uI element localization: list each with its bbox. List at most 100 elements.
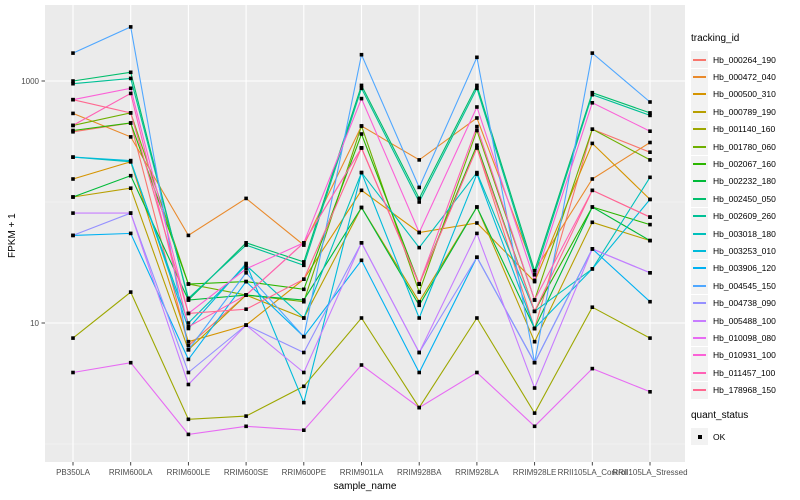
legend-label: Hb_001780_060 [713, 141, 776, 152]
data-point [359, 96, 364, 101]
legend-key-swatch [691, 85, 708, 103]
data-point [186, 311, 191, 316]
data-points [71, 25, 652, 437]
data-point [128, 158, 133, 163]
x-tick-label: RRIM928LE [513, 468, 557, 477]
data-point [417, 405, 421, 410]
data-point [186, 417, 191, 422]
legend-entry-ok: OK [691, 428, 799, 445]
legend-label: Hb_010098_080 [713, 332, 776, 343]
data-point [302, 316, 306, 320]
data-point [302, 400, 306, 405]
y-tick-label: 10 [30, 319, 39, 328]
data-point [417, 185, 421, 190]
data-point [417, 158, 421, 162]
data-point [302, 298, 306, 302]
data-point [417, 196, 421, 201]
data-point [590, 188, 595, 193]
data-point [648, 175, 652, 180]
data-point [475, 221, 479, 225]
data-point [417, 290, 421, 294]
data-point [590, 51, 595, 55]
data-point [128, 231, 133, 236]
data-point [244, 196, 248, 201]
data-point [244, 293, 248, 297]
data-point [244, 241, 248, 245]
data-point [71, 370, 75, 375]
data-point [186, 233, 191, 238]
x-tick-label: RRIM600PE [282, 468, 326, 477]
data-point [648, 215, 652, 219]
data-point [417, 230, 421, 235]
data-point [128, 121, 133, 125]
data-point [71, 336, 75, 340]
y-axis-title: FPKM + 1 [7, 213, 18, 258]
legend-label: Hb_011457_100 [713, 367, 776, 378]
data-point [648, 390, 652, 394]
legend-entry-Hb_002450_050: Hb_002450_050 [691, 190, 799, 208]
legend-entry-Hb_002232_180: Hb_002232_180 [691, 172, 799, 190]
legend-entry-Hb_005488_100: Hb_005488_100 [691, 312, 799, 330]
data-point [532, 273, 537, 277]
data-point [417, 303, 421, 308]
x-tick-label: RRIM600LA [109, 468, 153, 477]
legend-label: Hb_002232_180 [713, 176, 776, 187]
data-point [71, 97, 75, 102]
data-point [244, 271, 248, 275]
data-point [475, 231, 479, 236]
data-point [128, 186, 133, 190]
data-point [244, 323, 248, 327]
legend-label: Hb_003253_010 [713, 245, 776, 256]
data-point [359, 170, 364, 175]
legend-key-swatch [691, 138, 708, 156]
legend-entry-Hb_003018_180: Hb_003018_180 [691, 225, 799, 243]
data-point [71, 233, 75, 238]
legend-entry-Hb_178968_150: Hb_178968_150 [691, 381, 799, 399]
data-point [590, 141, 595, 146]
data-point [186, 432, 191, 437]
legend-title-quant-status: quant_status [691, 409, 749, 421]
data-point [359, 124, 364, 128]
legend-label: Hb_000472_040 [713, 72, 776, 83]
data-point [648, 238, 652, 243]
data-point [186, 348, 191, 352]
legend-label: Hb_000264_190 [713, 54, 776, 65]
data-point [71, 111, 75, 116]
data-point [302, 428, 306, 432]
data-point [648, 336, 652, 340]
data-point [359, 316, 364, 320]
legend-key-swatch [691, 172, 708, 190]
legend-key-swatch [691, 120, 708, 138]
data-point [244, 424, 248, 429]
data-point [648, 299, 652, 304]
data-point [475, 172, 479, 176]
data-point [475, 124, 479, 129]
y-tick-label: 1000 [21, 77, 39, 86]
legend-entry-Hb_000472_040: Hb_000472_040 [691, 68, 799, 86]
data-point [590, 205, 595, 209]
data-point [128, 173, 133, 178]
legend-key-swatch [691, 51, 708, 69]
data-point [475, 128, 479, 133]
data-point [244, 243, 248, 247]
data-point [590, 177, 595, 181]
data-point [475, 116, 479, 120]
x-tick-label: RRIM928BA [397, 468, 442, 477]
data-point [648, 271, 652, 275]
data-point [302, 243, 306, 247]
data-point [417, 282, 421, 286]
data-point [359, 132, 364, 136]
data-point [532, 386, 537, 390]
data-point [186, 321, 191, 325]
data-point [475, 146, 479, 150]
x-tick-label: RRIM901LA [340, 468, 384, 477]
data-point [590, 90, 595, 95]
data-point [359, 363, 364, 367]
legend-entry-Hb_000500_310: Hb_000500_310 [691, 85, 799, 103]
legend-label: Hb_002067_160 [713, 159, 776, 170]
data-point [532, 411, 537, 415]
data-point [71, 195, 75, 199]
data-point [417, 370, 421, 375]
data-point [417, 299, 421, 304]
legend-label: Hb_005488_100 [713, 315, 776, 326]
